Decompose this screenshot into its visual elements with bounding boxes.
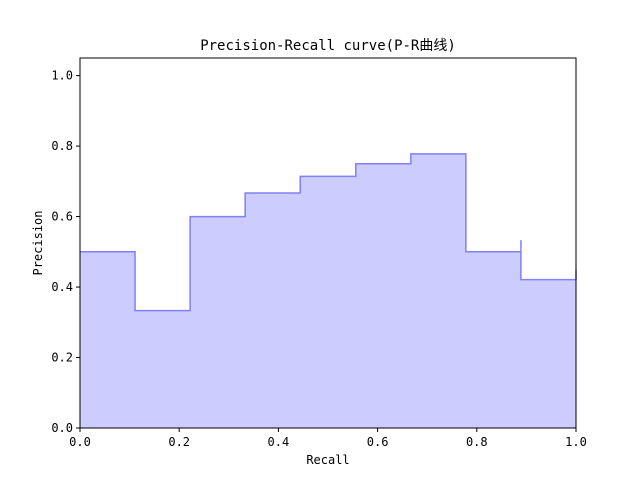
x-tick-label: 0.6 bbox=[367, 435, 389, 449]
plot-frame bbox=[79, 57, 577, 429]
y-tick-label: 0.2 bbox=[51, 351, 73, 365]
x-tick-label: 0.4 bbox=[268, 435, 290, 449]
x-tick-label: 0.0 bbox=[69, 435, 91, 449]
y-tick-label: 0.0 bbox=[51, 421, 73, 435]
y-tick-label: 0.8 bbox=[51, 139, 73, 153]
plot-area bbox=[80, 153, 577, 428]
chart-title: Precision-Recall curve(P-R曲线) bbox=[200, 38, 456, 54]
y-axis: 0.0 0.2 0.4 0.6 0.8 1.0 bbox=[51, 69, 80, 435]
x-axis-label: Recall bbox=[306, 453, 349, 467]
x-axis: 0.0 0.2 0.4 0.6 0.8 1.0 bbox=[69, 428, 587, 449]
x-tick-label: 0.2 bbox=[168, 435, 190, 449]
y-tick-label: 1.0 bbox=[51, 69, 73, 83]
y-axis-label: Precision bbox=[31, 210, 45, 275]
y-tick-label: 0.6 bbox=[51, 210, 73, 224]
y-tick-label: 0.4 bbox=[51, 280, 73, 294]
x-tick-label: 0.8 bbox=[466, 435, 488, 449]
x-tick-label: 1.0 bbox=[565, 435, 587, 449]
pr-area-fill bbox=[80, 153, 576, 428]
pr-step-line bbox=[80, 153, 577, 312]
